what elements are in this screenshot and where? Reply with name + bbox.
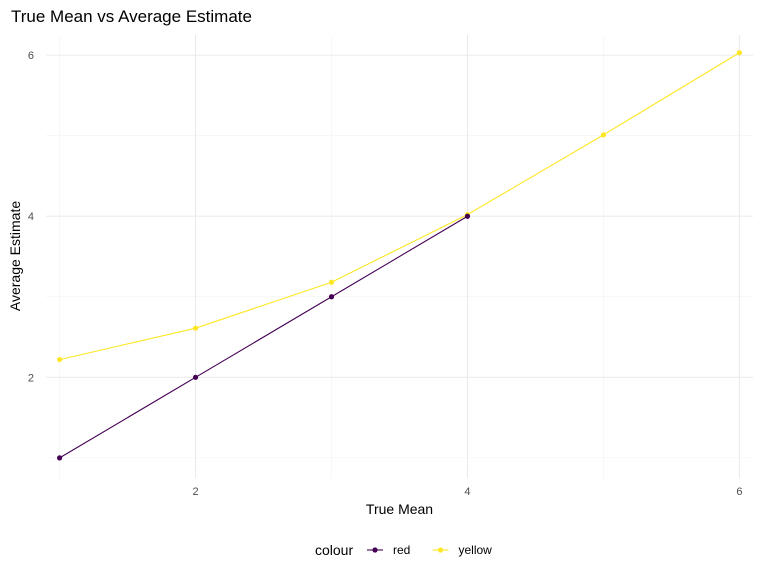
legend-items: red yellow — [367, 543, 492, 557]
data-point-red — [192, 374, 199, 380]
grid-layer — [46, 35, 753, 478]
data-point-red — [56, 455, 63, 461]
legend-label-yellow: yellow — [459, 543, 493, 557]
y-axis-title: Average Estimate — [7, 201, 23, 311]
series-line-red — [59, 215, 468, 459]
x-tick-label: 6 — [736, 486, 742, 498]
legend-key-point-red — [372, 547, 378, 553]
y-tick-label: 6 — [28, 50, 34, 62]
y-tick-label: 4 — [28, 211, 34, 223]
data-point-yellow — [328, 279, 335, 285]
data-point-yellow — [600, 132, 607, 138]
series-line-yellow — [59, 52, 740, 361]
x-tick-label: 4 — [464, 486, 470, 498]
data-point-yellow — [192, 325, 199, 331]
data-point-yellow — [736, 50, 743, 56]
data-point-red — [464, 213, 471, 219]
legend-key-point-yellow — [437, 547, 444, 553]
y-tick-label: 2 — [28, 372, 34, 384]
x-tick-label: 2 — [192, 486, 198, 498]
legend: colour red yellow — [315, 542, 492, 558]
series-layer — [56, 50, 743, 461]
chart-title: True Mean vs Average Estimate — [11, 7, 252, 26]
legend-title: colour — [315, 542, 353, 558]
data-point-yellow — [56, 356, 63, 363]
x-axis-title: True Mean — [366, 501, 433, 517]
data-point-red — [328, 294, 335, 300]
legend-label-red: red — [393, 543, 410, 557]
tick-layer: 2 4 6 2 4 6 — [28, 50, 743, 498]
